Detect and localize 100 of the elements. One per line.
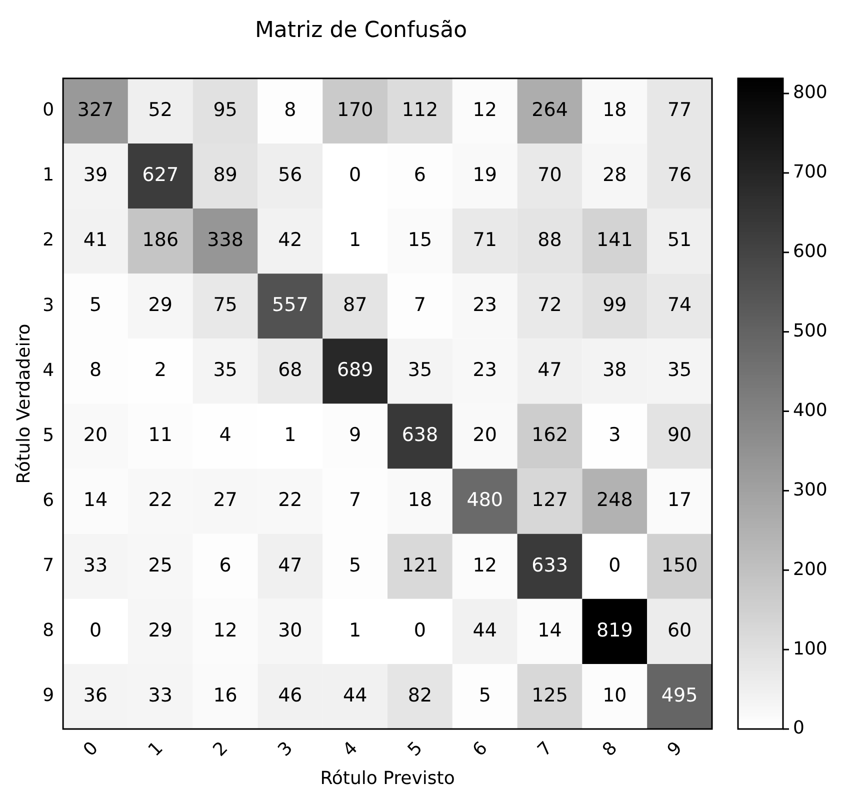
data-label: 20	[472, 424, 497, 446]
data-label: 495	[661, 684, 698, 706]
color-bar-label: 0	[793, 718, 804, 739]
data-label: 46	[278, 684, 302, 706]
data-label: 170	[336, 98, 374, 121]
data-label: 14	[83, 489, 108, 512]
data-label: 51	[667, 228, 692, 251]
data-label: 5	[478, 684, 491, 706]
data-label: 22	[278, 489, 302, 512]
data-label: 52	[148, 98, 172, 121]
data-label: 36	[83, 684, 108, 706]
y-tick-label: 7	[42, 555, 54, 576]
data-label: 6	[219, 554, 232, 576]
x-tick-label: 3	[274, 738, 298, 761]
data-label: 70	[538, 164, 562, 186]
data-label: 5	[89, 294, 102, 316]
data-label: 1	[349, 228, 362, 251]
data-label: 8	[89, 359, 102, 382]
data-label: 0	[349, 164, 362, 186]
data-label: 186	[142, 228, 179, 251]
x-tick-label: 9	[663, 738, 686, 761]
y-tick-label: 2	[42, 230, 54, 251]
color-bar-label: 400	[793, 400, 828, 421]
data-label: 11	[148, 424, 172, 446]
data-label: 75	[213, 294, 238, 316]
color-bar-label: 200	[793, 558, 828, 580]
data-label: 1	[284, 424, 296, 446]
data-label: 90	[667, 424, 692, 446]
data-label: 9	[349, 424, 362, 446]
data-label: 44	[342, 684, 368, 706]
data-label: 0	[414, 619, 426, 642]
color-bar-label: 300	[793, 479, 828, 500]
data-label: 44	[472, 619, 497, 642]
data-label: 12	[213, 619, 238, 642]
data-label: 39	[83, 164, 108, 186]
data-label: 17	[667, 489, 692, 512]
data-label: 4	[219, 424, 232, 446]
data-label: 8	[284, 98, 296, 121]
data-label: 141	[596, 228, 633, 251]
y-tick-label: 0	[42, 100, 54, 121]
data-label: 338	[207, 228, 244, 251]
data-label: 162	[532, 424, 568, 446]
data-label: 47	[278, 554, 302, 576]
data-label: 112	[402, 98, 438, 121]
data-label: 41	[83, 228, 108, 251]
data-label: 121	[402, 554, 438, 576]
x-tick-label: 7	[534, 738, 557, 761]
data-label: 30	[278, 619, 302, 642]
data-label: 327	[77, 98, 114, 121]
y-tick-label: 1	[42, 164, 54, 186]
data-label: 125	[532, 684, 568, 706]
data-label: 72	[538, 294, 562, 316]
color-bar-label: 500	[793, 320, 828, 342]
x-tick-label: 5	[404, 738, 427, 761]
x-axis-title: Rótulo Previsto	[320, 768, 455, 789]
data-label: 35	[667, 359, 692, 382]
data-label: 18	[408, 489, 432, 512]
data-label: 33	[148, 684, 172, 706]
data-label: 89	[213, 164, 238, 186]
data-label: 638	[402, 424, 438, 446]
color-bar-label: 100	[793, 638, 828, 660]
data-label: 7	[349, 489, 362, 512]
data-label: 99	[602, 294, 627, 316]
data-label: 0	[608, 554, 621, 576]
data-label: 68	[278, 359, 302, 382]
data-label: 95	[213, 98, 238, 121]
data-label: 29	[148, 619, 172, 642]
data-label: 5	[349, 554, 362, 576]
y-tick-label: 9	[42, 685, 54, 706]
data-label: 3	[608, 424, 621, 446]
data-label: 15	[408, 228, 432, 251]
data-label: 25	[148, 554, 172, 576]
y-tick-label: 8	[42, 620, 54, 642]
data-label: 10	[602, 684, 627, 706]
data-label: 23	[472, 294, 497, 316]
data-label: 27	[213, 489, 238, 512]
data-label: 18	[602, 98, 627, 121]
data-label: 77	[667, 98, 692, 121]
data-label: 88	[538, 228, 562, 251]
data-label: 557	[272, 294, 308, 316]
data-label: 264	[532, 98, 568, 121]
data-label: 627	[142, 164, 179, 186]
data-label: 14	[538, 619, 562, 642]
x-tick-label: 4	[338, 738, 362, 761]
data-label: 28	[602, 164, 627, 186]
data-label: 1	[349, 619, 362, 642]
color-bar-label: 600	[793, 241, 828, 262]
data-label: 6	[414, 164, 426, 186]
y-tick-label: 5	[42, 424, 54, 446]
data-label: 35	[408, 359, 432, 382]
data-label: 42	[278, 228, 302, 251]
color-bar-label: 800	[793, 82, 828, 104]
x-tick-label: 2	[209, 738, 232, 761]
data-label: 2	[154, 359, 166, 382]
data-label: 29	[148, 294, 172, 316]
data-label: 74	[667, 294, 692, 316]
data-label: 71	[472, 228, 497, 251]
x-tick-label: 8	[598, 738, 622, 761]
x-tick-label: 0	[79, 738, 102, 761]
data-label: 87	[342, 294, 368, 316]
